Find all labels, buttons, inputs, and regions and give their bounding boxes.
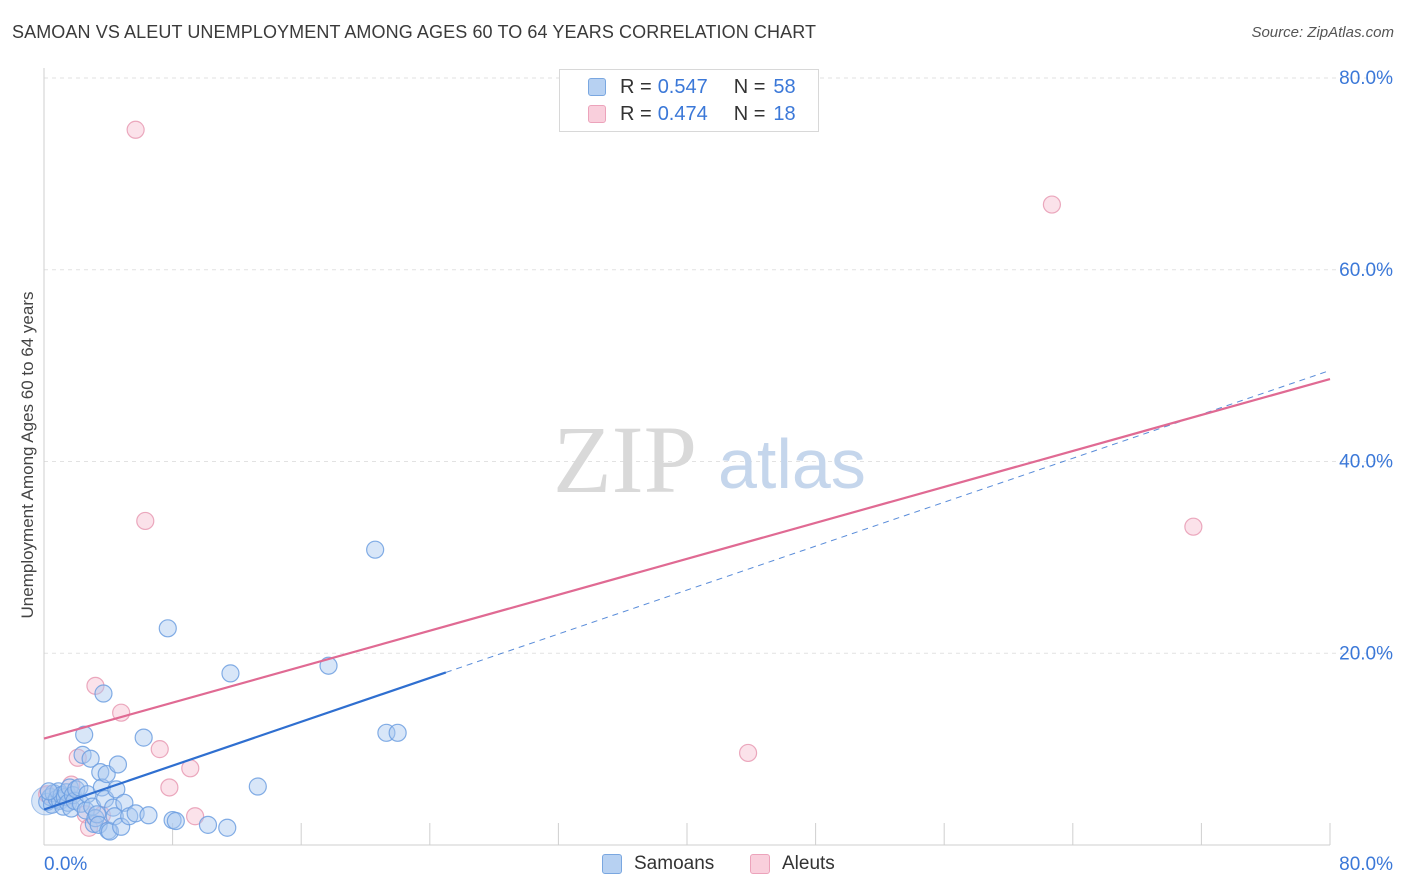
samoans-point (166, 811, 185, 831)
samoans-trend-line (43, 671, 447, 811)
bottom-aleuts-swatch (750, 854, 770, 874)
aleuts-r-label: R = (620, 102, 652, 125)
samoans-point (39, 782, 58, 801)
samoans-point (198, 815, 218, 834)
samoans-n-value: 58 (773, 75, 796, 98)
chart-title: SAMOAN VS ALEUT UNEMPLOYMENT AMONG AGES … (12, 22, 817, 42)
samoans-swatch (588, 78, 606, 96)
samoans-point (81, 749, 100, 768)
aleuts-point (126, 120, 145, 139)
samoans-point (248, 777, 267, 796)
bottom-legend-samoans: Samoans (602, 852, 714, 876)
samoans-point (134, 728, 153, 747)
x-tick-label-max: 80.0% (1339, 854, 1393, 875)
aleuts-point (68, 748, 87, 767)
source-credit: Source: ZipAtlas.com (1251, 24, 1394, 41)
samoans-point (218, 818, 237, 837)
bottom-legend-aleuts: Aleuts (750, 852, 835, 876)
bottom-aleuts-label: Aleuts (782, 853, 835, 874)
aleuts-r-value: 0.474 (657, 102, 708, 125)
aleuts-point (136, 511, 155, 531)
y-tick-label: 40.0% (1339, 452, 1393, 473)
aleuts-point (160, 778, 179, 797)
aleuts-trend-line (43, 377, 1331, 740)
bottom-samoans-label: Samoans (634, 853, 715, 874)
samoans-point (94, 684, 113, 703)
y-tick-label: 60.0% (1339, 260, 1393, 281)
samoans-point (221, 664, 240, 683)
samoans-point (108, 755, 128, 774)
samoans-point (158, 619, 177, 638)
samoans-point (388, 723, 407, 742)
samoans-point (91, 763, 110, 782)
samoans-r-value: 0.547 (657, 75, 708, 98)
bottom-samoans-swatch (602, 854, 622, 874)
legend-row-samoans: R = 0.547 N = 58 (588, 75, 796, 99)
legend-row-aleuts: R = 0.474 N = 18 (588, 102, 796, 126)
samoans-point (115, 793, 134, 812)
x-tick-label-min: 0.0% (44, 854, 87, 875)
stats-legend: R = 0.547 N = 58 R = 0.474 N = 18 (559, 69, 819, 132)
aleuts-point (186, 807, 205, 826)
aleuts-n-value: 18 (773, 102, 796, 125)
aleuts-point (1184, 517, 1203, 536)
samoans-point (366, 540, 385, 559)
watermark-atlas: atlas (718, 425, 866, 503)
aleuts-point (738, 743, 758, 763)
samoans-point (139, 806, 158, 825)
watermark-zip: ZIP (553, 406, 697, 513)
aleuts-point (150, 740, 169, 759)
samoans-point (319, 656, 338, 675)
y-tick-label: 80.0% (1339, 68, 1393, 89)
samoans-point (89, 815, 108, 834)
aleuts-point (1042, 195, 1062, 214)
samoans-r-label: R = (620, 75, 652, 98)
samoans-point (105, 807, 124, 826)
aleuts-n-label: N = (733, 102, 766, 125)
y-tick-label: 20.0% (1339, 643, 1393, 664)
aleuts-swatch (588, 105, 606, 123)
samoans-n-label: N = (733, 75, 766, 98)
samoans-trend-extension (445, 369, 1331, 673)
